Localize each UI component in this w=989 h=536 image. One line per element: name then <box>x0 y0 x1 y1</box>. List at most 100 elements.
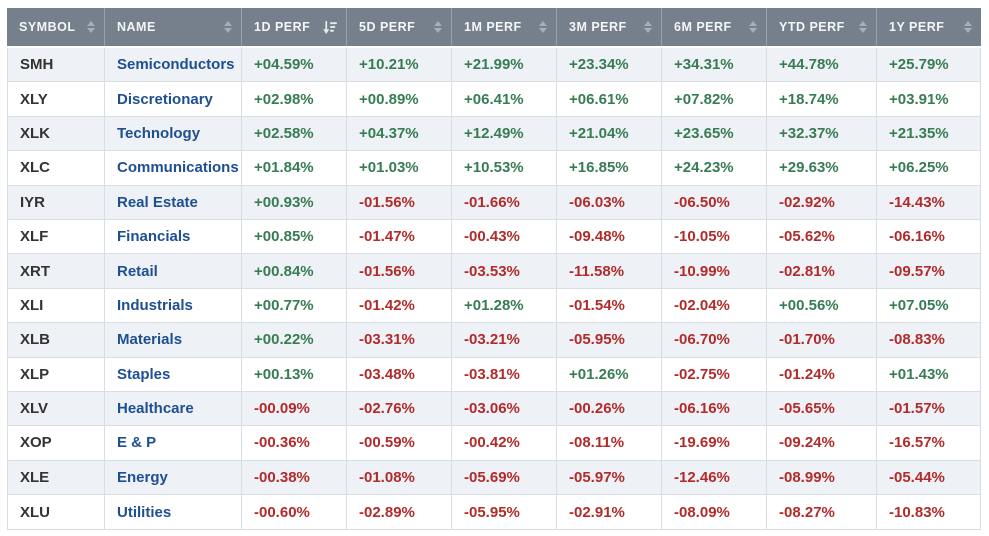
name-cell: Materials <box>105 323 242 357</box>
column-header-1m-perf[interactable]: 1M PERF <box>452 8 557 46</box>
column-header-label: 1D PERF <box>254 20 311 34</box>
name-link[interactable]: Staples <box>117 365 171 383</box>
perf-value-cell: -02.81% <box>767 254 877 288</box>
perf-value-cell: +21.99% <box>452 48 557 82</box>
table-row: XLB Materials +00.22% -03.31% -03.21% -05.95%… <box>8 323 980 358</box>
name-link[interactable]: Healthcare <box>117 400 194 418</box>
name-link[interactable]: Industrials <box>117 296 193 314</box>
symbol-cell: XRT <box>8 254 105 288</box>
perf-value-cell: -01.54% <box>557 288 662 323</box>
name-cell: E & P <box>105 426 242 460</box>
perf-value-cell: -03.48% <box>347 357 452 391</box>
perf-value-cell: -02.75% <box>662 357 767 391</box>
perf-value-cell: +34.31% <box>662 48 767 82</box>
perf-value-cell: +00.93% <box>242 185 347 219</box>
symbol-cell: XOP <box>8 426 105 460</box>
table-row: XLE Energy -00.38% -01.08% -05.69% -05.97% -12… <box>8 460 980 496</box>
perf-value-cell: +21.35% <box>889 124 949 142</box>
perf-value-cell: -05.69% <box>452 460 557 495</box>
perf-value-cell: +00.77% <box>242 288 347 323</box>
name-link[interactable]: Communications <box>117 159 239 177</box>
perf-value-cell: -03.31% <box>347 323 452 357</box>
perf-value-cell: -10.05% <box>662 219 767 254</box>
column-header-name[interactable]: NAME <box>105 8 242 46</box>
name-link[interactable]: Materials <box>117 331 183 349</box>
table-row: XLU Utilities -00.60% -02.89% -05.95% -02.91%… <box>8 495 980 530</box>
column-header-1d-perf[interactable]: 1D PERF <box>242 8 347 46</box>
perf-value-cell: -01.70% <box>767 323 877 357</box>
sort-toggle-icon <box>87 20 95 34</box>
perf-value-cell: -00.43% <box>452 219 557 254</box>
column-header-ytd-perf[interactable]: YTD PERF <box>767 8 877 46</box>
perf-value-cell: +21.04% <box>557 116 662 151</box>
column-header-5d-perf[interactable]: 5D PERF <box>347 8 452 46</box>
name-link[interactable]: E & P <box>117 434 157 452</box>
perf-value-cell: +01.03% <box>347 151 452 185</box>
name-link[interactable]: Technology <box>117 124 201 142</box>
perf-value-cell: -03.21% <box>452 323 557 357</box>
column-header-label: YTD PERF <box>779 20 845 34</box>
name-link[interactable]: Energy <box>117 468 168 486</box>
perf-value-cell: -08.09% <box>662 495 767 530</box>
perf-value-cell: -02.92% <box>767 185 877 219</box>
perf-value-cell: -00.42% <box>452 426 557 460</box>
perf-value-cell: -05.65% <box>767 391 877 426</box>
table-row: XLC Communications +01.84% +01.03% +10.53% +1… <box>8 151 980 186</box>
name-link[interactable]: Financials <box>117 228 191 246</box>
perf-value-cell: +16.85% <box>557 151 662 185</box>
name-cell: Semiconductors <box>105 48 242 82</box>
perf-value-cell: -09.48% <box>557 219 662 254</box>
perf-value-cell: -00.36% <box>242 426 347 460</box>
name-cell: Technology <box>105 116 242 151</box>
perf-value-cell: +06.41% <box>452 82 557 116</box>
perf-value-cell: -01.08% <box>347 460 452 495</box>
perf-value-cell: -02.76% <box>347 391 452 426</box>
symbol-cell: XLE <box>8 460 105 495</box>
sector-performance-table: SYMBOL NAME 1D PERF 5D PERF 1M PERF 3M PERF 6M… <box>7 8 981 531</box>
perf-value-cell: -00.60% <box>242 495 347 530</box>
perf-value-cell: +02.98% <box>242 82 347 116</box>
perf-value-cell: +00.85% <box>242 219 347 254</box>
perf-value-cell: -11.58% <box>557 254 662 288</box>
sort-toggle-icon <box>859 20 867 34</box>
symbol-cell: XLB <box>8 323 105 357</box>
perf-value-cell: -00.38% <box>242 460 347 495</box>
name-link[interactable]: Retail <box>117 262 158 280</box>
perf-value-cell: -03.81% <box>452 357 557 391</box>
symbol-cell: XLC <box>8 151 105 185</box>
column-header-label: 3M PERF <box>569 20 627 34</box>
column-header-6m-perf[interactable]: 6M PERF <box>662 8 767 46</box>
table-row: XLY Discretionary +02.98% +00.89% +06.41% +06… <box>8 82 980 117</box>
symbol-cell: XLU <box>8 495 105 530</box>
name-link[interactable]: Discretionary <box>117 90 213 108</box>
sort-toggle-icon <box>644 20 652 34</box>
perf-value-cell: -01.47% <box>347 219 452 254</box>
column-header-3m-perf[interactable]: 3M PERF <box>557 8 662 46</box>
perf-value-cell: -02.91% <box>557 495 662 530</box>
table-row: IYR Real Estate +00.93% -01.56% -01.66% -06.0… <box>8 185 980 220</box>
name-link[interactable]: Utilities <box>117 503 172 521</box>
perf-value-cell: +07.82% <box>662 82 767 116</box>
perf-value-cell: -00.26% <box>557 391 662 426</box>
perf-value-cell: +00.56% <box>767 288 877 323</box>
name-cell: Staples <box>105 357 242 391</box>
name-cell: Discretionary <box>105 82 242 116</box>
symbol-cell: XLF <box>8 219 105 254</box>
name-cell: Energy <box>105 460 242 495</box>
perf-value-cell: -08.99% <box>767 460 877 495</box>
column-header-symbol[interactable]: SYMBOL <box>7 8 105 46</box>
name-link[interactable]: Real Estate <box>117 193 198 211</box>
perf-value-cell: -01.56% <box>347 185 452 219</box>
perf-value-cell: +06.61% <box>557 82 662 116</box>
perf-value-cell: -16.57% <box>889 434 945 452</box>
symbol-cell: IYR <box>8 185 105 219</box>
perf-value-cell: +00.22% <box>242 323 347 357</box>
perf-value-cell: +12.49% <box>452 116 557 151</box>
name-link[interactable]: Semiconductors <box>117 56 235 74</box>
column-header-1y-perf[interactable]: 1Y PERF <box>877 8 981 46</box>
column-header-label: 6M PERF <box>674 20 732 34</box>
perf-value-cell: +00.84% <box>242 254 347 288</box>
table-row: SMH Semiconductors +04.59% +10.21% +21.99% +2… <box>8 48 980 83</box>
perf-value-cell: +01.84% <box>242 151 347 185</box>
perf-value-cell: -06.70% <box>662 323 767 357</box>
